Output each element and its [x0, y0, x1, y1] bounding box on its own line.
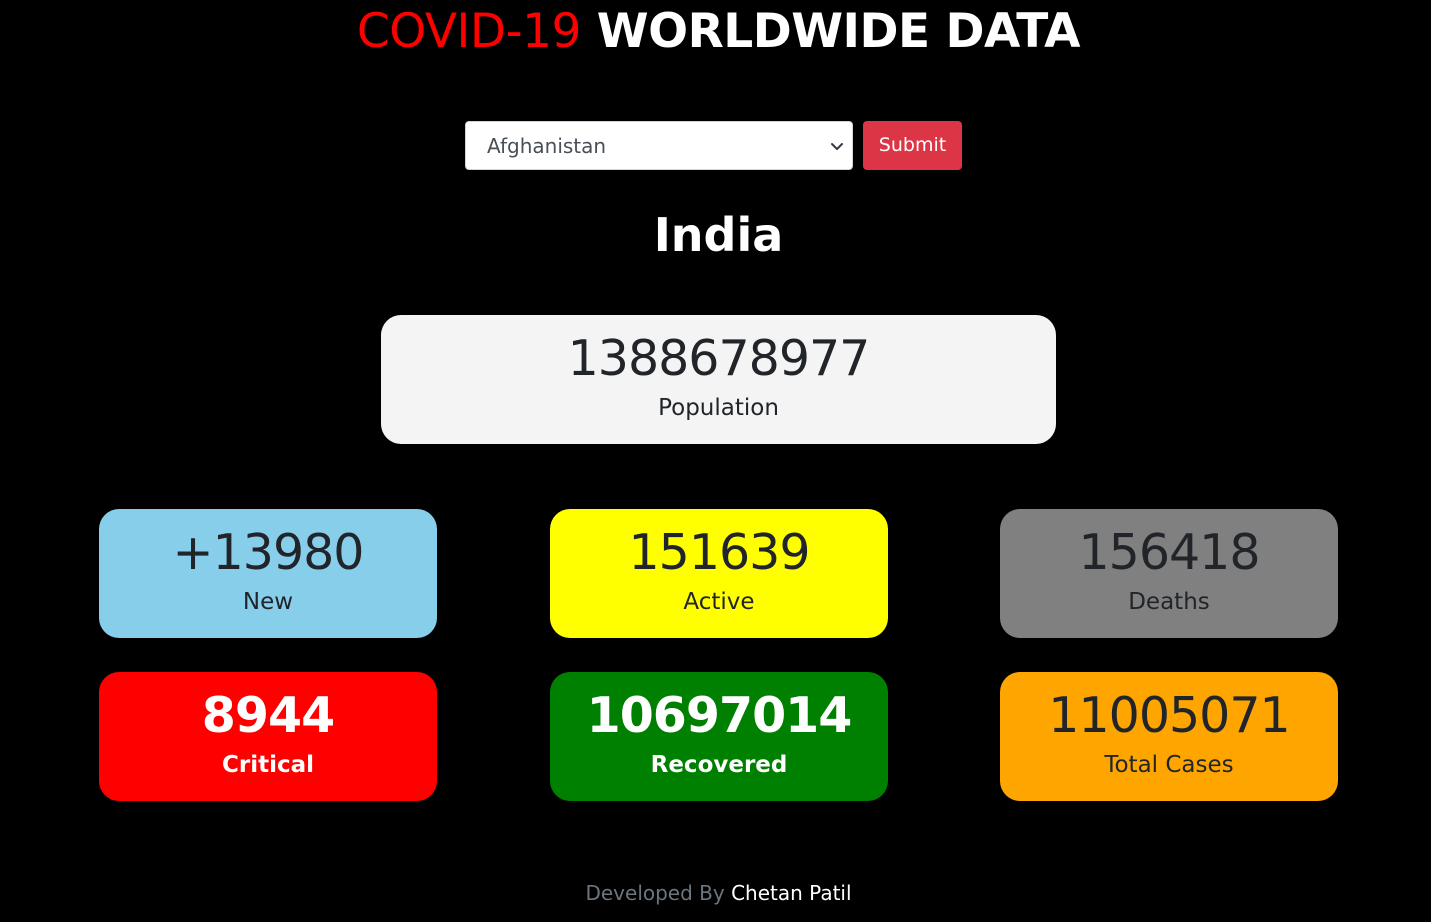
critical-value: 8944 — [201, 687, 335, 744]
new-cases-card: +13980 New — [99, 509, 437, 638]
new-cases-value: +13980 — [172, 524, 365, 581]
active-cases-label: Active — [683, 589, 755, 615]
recovered-label: Recovered — [650, 752, 788, 778]
deaths-value: 156418 — [1078, 524, 1260, 581]
critical-label: Critical — [221, 752, 315, 778]
country-name: India — [653, 208, 784, 262]
population-label: Population — [658, 395, 779, 421]
deaths-label: Deaths — [1128, 589, 1210, 615]
submit-button[interactable]: Submit — [863, 121, 962, 170]
country-select-value: Afghanistan — [487, 134, 607, 158]
footer: Developed By Chetan Patil — [0, 878, 1431, 908]
title-rest: WORLDWIDE DATA — [596, 4, 1081, 59]
chevron-down-icon — [831, 143, 843, 150]
footer-prefix: Developed By — [585, 881, 725, 905]
critical-card: 8944 Critical — [99, 672, 437, 801]
recovered-value: 10697014 — [586, 687, 853, 744]
active-cases-card: 151639 Active — [550, 509, 888, 638]
total-cases-card: 11005071 Total Cases — [1000, 672, 1338, 801]
recovered-card: 10697014 Recovered — [550, 672, 888, 801]
population-value: 1388678977 — [567, 330, 871, 387]
footer-author: Chetan Patil — [731, 881, 852, 905]
total-cases-value: 11005071 — [1048, 687, 1290, 744]
country-select[interactable]: Afghanistan — [465, 121, 853, 170]
population-card: 1388678977 Population — [381, 315, 1056, 444]
active-cases-value: 151639 — [628, 524, 810, 581]
new-cases-label: New — [242, 589, 294, 615]
deaths-card: 156418 Deaths — [1000, 509, 1338, 638]
title-accent: COVID-19 — [356, 4, 581, 59]
total-cases-label: Total Cases — [1104, 752, 1234, 778]
page-title: COVID-19 WORLDWIDE DATA — [0, 2, 1431, 62]
